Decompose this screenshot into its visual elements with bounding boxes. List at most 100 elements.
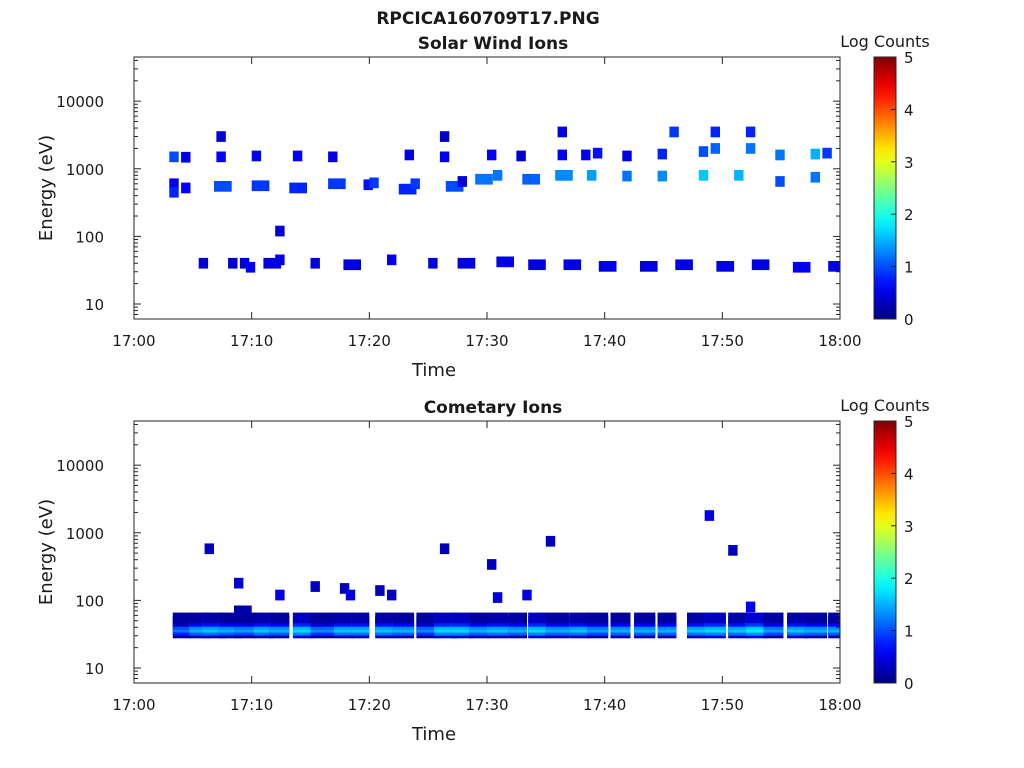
spectrogram-cell xyxy=(289,182,307,194)
spectrogram-cell xyxy=(387,254,397,266)
spectrogram-cell xyxy=(328,178,346,190)
x-axis-label: Time xyxy=(411,360,456,381)
x-tick-label: 18:00 xyxy=(818,332,861,350)
spectrogram-cell xyxy=(528,612,547,624)
spectrogram-cell xyxy=(234,612,257,624)
colorbar-tick-label: 1 xyxy=(904,259,914,277)
spectrogram-cell xyxy=(404,149,414,161)
spectrogram-cell xyxy=(710,143,720,154)
spectrogram-cell xyxy=(763,612,784,624)
spectrogram-cell xyxy=(569,612,591,624)
y-axis-label: Energy (eV) xyxy=(36,499,57,605)
y-tick-label: 100 xyxy=(75,592,104,610)
y-axis-label: Energy (eV) xyxy=(36,135,57,241)
spectrogram-cell xyxy=(172,612,192,624)
spectrogram-cell xyxy=(545,612,570,624)
x-tick-label: 17:40 xyxy=(583,696,626,714)
colorbar xyxy=(873,420,897,684)
spectrogram-cell xyxy=(622,150,632,162)
spectrogram-cell xyxy=(328,151,338,163)
colorbar-tick-label: 3 xyxy=(904,518,914,536)
spectrogram-cell xyxy=(598,261,617,272)
y-tick-label: 1000 xyxy=(66,525,104,543)
x-tick-label: 17:00 xyxy=(112,696,155,714)
spectrogram-cell xyxy=(451,612,473,624)
spectrogram-cell xyxy=(787,612,809,624)
spectrogram-cell xyxy=(522,589,532,601)
spectrogram-cell xyxy=(528,259,546,271)
spectrogram-cell xyxy=(581,149,591,161)
spectrogram-cell xyxy=(587,170,597,181)
spectrogram-cell xyxy=(375,585,385,596)
spectrogram-cell xyxy=(169,178,179,190)
spectrogram-cell xyxy=(687,612,706,624)
spectrogram-cell xyxy=(228,257,238,269)
spectrogram-data xyxy=(169,126,840,273)
spectrogram-cell xyxy=(545,535,556,547)
spectrogram-cell xyxy=(657,612,677,624)
spectrogram-cell xyxy=(245,261,256,273)
spectrogram-cell xyxy=(254,612,274,624)
spectrogram-cell xyxy=(745,143,756,154)
spectrogram-cell xyxy=(234,577,244,589)
spectrogram-cell xyxy=(428,257,438,269)
colorbar-tick-label: 2 xyxy=(904,206,914,224)
spectrogram-cell xyxy=(487,559,497,570)
spectrogram-cell xyxy=(363,179,373,191)
spectrogram-cell xyxy=(810,171,820,183)
spectrogram-cell xyxy=(169,186,179,198)
spectrogram-cell xyxy=(698,146,709,157)
x-tick-label: 17:50 xyxy=(701,696,744,714)
spectrogram-cell xyxy=(563,259,582,271)
spectrogram-cell xyxy=(657,148,667,160)
panel-title: Cometary Ions xyxy=(424,398,563,418)
spectrogram-cell xyxy=(487,149,497,161)
spectrogram-cell xyxy=(310,581,320,592)
spectrogram-cell xyxy=(269,612,290,624)
spectrogram-cell xyxy=(751,259,770,271)
colorbar-tick-label: 5 xyxy=(904,49,914,67)
x-tick-label: 17:40 xyxy=(583,332,626,350)
spectrogram-cell xyxy=(292,612,313,624)
colorbar xyxy=(873,56,897,320)
x-tick-label: 17:30 xyxy=(465,696,508,714)
spectrogram-cell xyxy=(310,257,320,269)
spectrogram-cell xyxy=(710,126,720,138)
spectrogram-cell xyxy=(487,612,509,624)
spectrogram-cell xyxy=(169,151,179,163)
y-tick-label: 10000 xyxy=(56,457,104,475)
spectrogram-cell xyxy=(369,177,379,189)
spectrogram-cell xyxy=(475,173,493,185)
x-tick-label: 17:30 xyxy=(465,332,508,350)
spectrogram-cell xyxy=(555,170,573,181)
spectrogram-cell xyxy=(775,176,785,187)
x-tick-label: 17:20 xyxy=(348,696,391,714)
spectrogram-cell xyxy=(640,261,658,272)
spectrogram-cell xyxy=(810,148,820,160)
spectrogram-cell xyxy=(198,257,209,269)
colorbar-tick-label: 5 xyxy=(904,413,914,431)
spectrogram-cell xyxy=(189,612,211,624)
colorbar-label: Log Counts xyxy=(840,396,930,415)
spectrogram-cell xyxy=(457,176,467,187)
spectrogram-cell xyxy=(745,126,756,138)
spectrogram-cell xyxy=(669,126,679,138)
spectrogram-cell xyxy=(292,150,303,162)
spectrogram-cell xyxy=(439,543,450,555)
colorbar-tick-label: 2 xyxy=(904,570,914,588)
colorbar-tick-label: 0 xyxy=(904,311,914,329)
spectrogram-cell xyxy=(704,612,726,624)
spectrogram-cell xyxy=(334,612,354,624)
y-tick-label: 10000 xyxy=(56,93,104,111)
spectrogram-cell xyxy=(214,181,232,192)
colorbar-tick-label: 0 xyxy=(904,675,914,693)
spectrogram-cell xyxy=(587,612,609,624)
spectrogram-cell xyxy=(728,545,738,556)
spectrogram-cell xyxy=(275,589,285,601)
spectrogram-cell xyxy=(439,131,450,142)
spectrogram-cell xyxy=(704,510,715,521)
x-tick-label: 17:10 xyxy=(230,332,273,350)
spectrogram-cell xyxy=(557,126,567,138)
spectrogram-cell xyxy=(698,170,709,181)
